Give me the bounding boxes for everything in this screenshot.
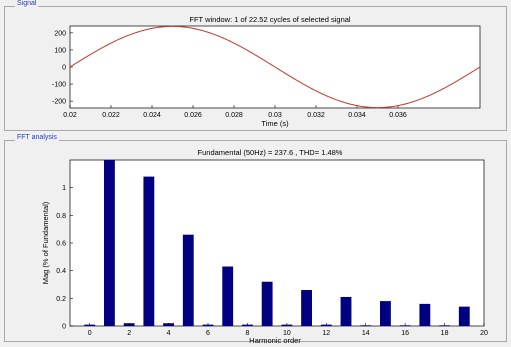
fft-x-tick-label: 10 <box>283 330 291 337</box>
fft-x-tick-label: 18 <box>441 330 449 337</box>
fft-x-tick-label: 4 <box>167 330 171 337</box>
fft-x-axis-label: Harmonic order <box>249 336 301 345</box>
signal-x-axis-label: Time (s) <box>261 119 289 128</box>
fft-y-tick-label: 0.8 <box>56 213 66 220</box>
fft-y-tick-label: 0 <box>62 324 66 331</box>
fft-bar <box>182 234 194 326</box>
signal-x-tick-label: 0.022 <box>102 112 120 119</box>
signal-y-tick-label: -100 <box>52 82 66 89</box>
fft-x-tick-label: 20 <box>480 330 488 337</box>
signal-axis-ticks: 0.02 0.022 0.024 0.026 0.028 0.03 0.032 0.034 0.… <box>52 30 407 119</box>
fft-plot-area <box>69 159 485 327</box>
signal-x-tick-label: 0.02 <box>63 112 77 119</box>
fft-bar <box>104 160 115 326</box>
signal-x-tick-label: 0.032 <box>307 112 325 119</box>
fft-analysis-panel-title: FFT analysis <box>15 134 59 141</box>
signal-x-tick-label: 0.03 <box>268 112 282 119</box>
signal-x-tick-label: 0.028 <box>225 112 243 119</box>
fft-x-tick-label: 2 <box>127 330 131 337</box>
signal-y-tick-label: 200 <box>54 30 66 37</box>
fft-bar <box>301 290 312 326</box>
fft-x-tick-label: 8 <box>245 330 249 337</box>
fft-analysis-panel: FFT analysis <box>4 134 507 342</box>
fft-y-tick-label: 0.2 <box>56 296 66 303</box>
fft-y-tick-label: 1 <box>62 185 66 192</box>
fft-axis-ticks: 0 2 4 6 8 10 12 14 16 18 20 0 0.2 0.4 0.6 0.8 1 <box>56 185 488 337</box>
fft-bar <box>419 303 431 326</box>
signal-x-tick-label: 0.024 <box>143 112 161 119</box>
fft-x-tick-label: 16 <box>401 330 409 337</box>
signal-x-tick-label: 0.026 <box>184 112 202 119</box>
fft-x-tick-label: 6 <box>206 330 210 337</box>
fft-chart-title: Fundamental (50Hz) = 237.6 , THD= 1.48% <box>198 148 343 157</box>
fft-y-tick-label: 0.6 <box>56 241 66 248</box>
fft-x-tick-label: 12 <box>322 330 330 337</box>
fft-y-tick-label: 0.4 <box>56 268 66 275</box>
signal-panel: Signal <box>4 0 507 131</box>
signal-waveform-line <box>69 25 481 109</box>
fft-y-axis-label: Mag (% of Fundamental) <box>41 201 50 284</box>
fft-x-tick-label: 0 <box>88 330 92 337</box>
fft-bar <box>458 306 470 326</box>
fft-x-tick-label: 14 <box>362 330 370 337</box>
fft-bar <box>222 266 234 326</box>
signal-x-tick-label: 0.036 <box>389 112 407 119</box>
fft-bar <box>380 301 391 326</box>
signal-x-tick-label: 0.034 <box>348 112 366 119</box>
fft-bar <box>143 176 155 326</box>
fft-bar <box>340 296 352 326</box>
signal-y-tick-label: -200 <box>52 99 66 106</box>
signal-panel-title: Signal <box>15 0 39 7</box>
signal-y-tick-label: 100 <box>54 47 66 54</box>
fft-bar <box>261 281 273 326</box>
signal-y-tick-label: 0 <box>62 65 66 72</box>
signal-chart-title: FFT window: 1 of 22.52 cycles of selecte… <box>189 15 351 24</box>
